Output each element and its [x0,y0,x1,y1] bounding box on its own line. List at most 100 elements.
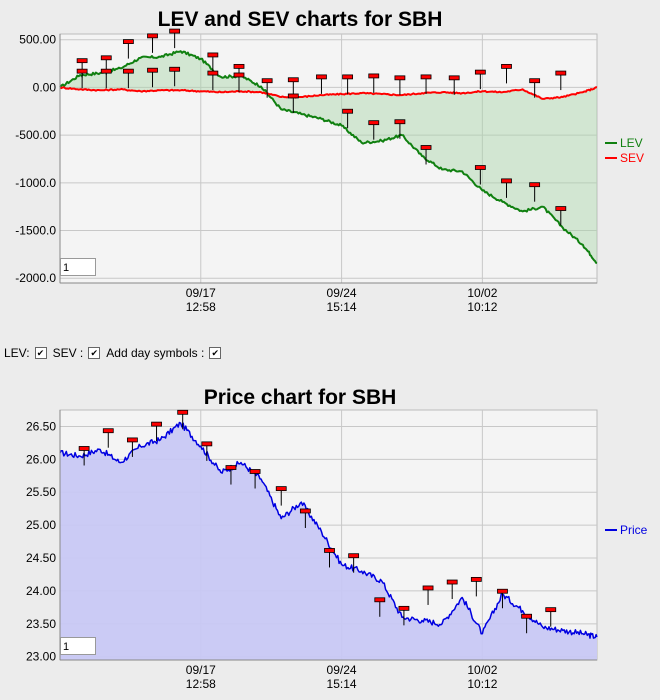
lev-day-marker [147,67,158,73]
price-day-marker [78,446,90,451]
lev-day-marker [207,52,219,58]
price-x-tick-time: 10:12 [467,677,497,691]
lev-plot-area [59,33,598,284]
price-y-tick-label: 26.50 [26,419,56,433]
lev-day-marker [368,73,380,79]
lev-y-tick-label: -500.00 [15,128,56,142]
lev-day-marker [394,119,406,125]
day-symbols-checkbox[interactable]: ✔ [209,347,222,359]
price-x-tick-date: 10/02 [467,663,497,677]
price-y-tick-label: 24.50 [26,551,56,565]
lev-day-marker [555,70,567,76]
lev-day-marker [122,39,134,44]
lev-day-marker [261,78,273,84]
lev-x-tick-date: 09/24 [327,286,357,300]
lev-legend-label: SEV [620,151,644,165]
price-x-tick-time: 12:58 [186,677,216,691]
lev-day-marker [474,165,486,170]
price-x-tick-date: 09/24 [327,663,357,677]
day-symbols-label: Add day symbols : [106,346,205,360]
price-day-marker [275,486,287,492]
lev-x-tick-time: 12:58 [186,300,216,314]
sev-checkbox[interactable]: ✔ [88,347,101,359]
price-day-marker [201,441,213,447]
lev-day-marker [122,68,134,74]
lev-day-marker [368,120,380,126]
lev-day-marker [394,75,406,81]
chart-controls: LEV: ✔ SEV : ✔ Add day symbols : ✔ [4,346,225,360]
lev-y-tick-label: -2000.0 [15,271,56,285]
price-day-marker [127,437,138,443]
lev-y-tick-label: -1500.0 [15,224,56,238]
price-y-tick-label: 26.00 [26,452,56,466]
price-y-tick-label: 25.50 [26,485,56,499]
lev-checkbox[interactable]: ✔ [34,347,47,359]
price-page-input[interactable]: 1 [60,637,96,655]
price-chart: Price chart for SBH 26.50 26.00 25.50 25.00… [26,386,648,691]
lev-day-marker [287,77,299,83]
lev-day-marker [169,28,181,34]
lev-series-line-lev [59,50,598,264]
lev-day-marker [342,108,354,114]
price-day-marker [348,553,360,559]
lev-day-marker [529,182,541,188]
price-legend-label: Price [620,523,648,537]
lev-y-tick-label: -1000.0 [15,176,56,190]
lev-day-marker [100,68,112,74]
price-area-fill [60,422,597,660]
price-day-marker [422,585,434,591]
lev-day-marker [233,63,245,69]
lev-toggle-label: LEV: [4,346,30,360]
price-x-tick-date: 09/17 [186,663,216,677]
lev-day-marker [529,78,541,84]
price-day-marker [102,428,114,434]
price-day-marker [545,607,557,613]
lev-day-marker [555,206,567,211]
lev-x-tick-date: 09/17 [186,286,216,300]
price-day-marker [470,576,482,582]
lev-band-fill [60,51,597,264]
price-day-marker [497,588,508,594]
lev-day-marker [100,55,112,61]
lev-day-marker [501,63,512,69]
lev-chart-title: LEV and SEV charts for SBH [158,8,443,31]
price-day-marker [324,548,335,553]
price-day-marker [446,579,458,585]
lev-day-marker [233,72,245,78]
lev-x-tick-time: 10:12 [467,300,497,314]
lev-day-marker [207,70,219,76]
price-day-marker [398,605,410,611]
lev-day-marker [287,93,299,99]
price-y-tick-label: 24.00 [26,584,56,598]
lev-day-marker [474,69,486,75]
lev-day-marker [448,75,460,81]
price-day-marker [521,613,533,619]
price-day-marker [299,508,311,514]
price-x-tick-time: 15:14 [327,677,357,691]
lev-day-marker [316,74,327,80]
lev-y-tick-label: 0.00 [33,80,57,94]
lev-day-marker [76,58,88,64]
price-chart-title: Price chart for SBH [204,386,397,409]
price-y-tick-label: 25.00 [26,518,56,532]
lev-x-tick-time: 15:14 [327,300,357,314]
lev-day-marker [420,145,432,150]
lev-day-marker [76,68,88,74]
price-day-marker [225,465,237,470]
sev-toggle-label: SEV : [52,346,84,360]
lev-y-tick-label: 500.00 [19,33,56,47]
lev-series-line-sev [59,86,598,100]
lev-day-marker [501,178,512,184]
price-day-marker [151,421,162,427]
lev-day-marker [342,74,354,80]
price-y-tick-label: 23.00 [26,650,56,664]
lev-sev-chart: LEV and SEV charts for SBH 500.00 0.00 -50… [15,8,644,314]
lev-day-marker [169,66,181,72]
lev-day-marker [420,74,432,80]
price-day-marker [374,597,386,603]
price-y-tick-label: 23.50 [26,617,56,631]
price-day-marker [249,469,261,474]
lev-legend-label: LEV [620,136,643,150]
lev-day-marker [147,33,158,39]
lev-page-input[interactable]: 1 [60,258,96,276]
